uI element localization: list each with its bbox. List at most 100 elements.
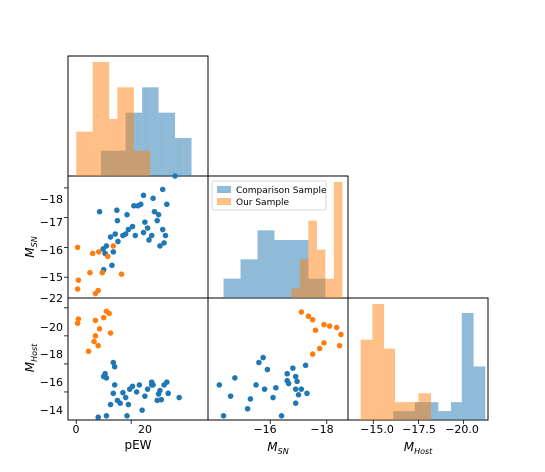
histogram-bar xyxy=(291,288,300,298)
scatter-point xyxy=(92,317,99,324)
scatter-point xyxy=(326,323,333,329)
scatter-point xyxy=(305,313,312,320)
histogram-bar xyxy=(240,259,258,298)
scatter-point xyxy=(333,324,340,331)
histogram-bar xyxy=(308,220,317,298)
scatter-point xyxy=(100,314,107,321)
scatter-point xyxy=(105,253,111,260)
histogram-bar xyxy=(360,339,373,420)
scatter-point xyxy=(309,351,316,357)
scatter-point xyxy=(132,232,139,239)
scatter-point xyxy=(146,237,152,243)
scatter-point xyxy=(216,382,223,388)
scatter-point xyxy=(285,380,292,387)
mhost-x-axis-label: MHost xyxy=(404,440,433,456)
scatter-point xyxy=(270,394,276,401)
scatter-point xyxy=(111,382,118,388)
pew-x-tick-label: 20 xyxy=(138,423,152,436)
scatter-point xyxy=(107,401,114,408)
scatter-point xyxy=(112,231,119,237)
scatter-point xyxy=(122,231,129,237)
msn-y-tick-label: −15 xyxy=(40,271,63,284)
scatter-point xyxy=(111,363,118,370)
histogram-bar xyxy=(450,402,462,420)
scatter-point xyxy=(110,390,117,397)
scatter-point xyxy=(150,195,156,202)
scatter-point xyxy=(95,342,101,349)
scatter-point xyxy=(92,333,99,339)
histogram-bar xyxy=(473,366,486,420)
scatter-point xyxy=(159,186,166,193)
scatter-point xyxy=(107,330,114,336)
scatter-point xyxy=(118,271,125,277)
scatter-point xyxy=(140,229,147,236)
scatter-point xyxy=(106,310,112,317)
scatter-point xyxy=(91,338,97,345)
scatter-point xyxy=(140,192,147,199)
legend-label-our: Our Sample xyxy=(236,198,290,208)
scatter-point xyxy=(312,327,319,334)
scatter-point xyxy=(148,379,155,385)
scatter-point xyxy=(131,202,137,209)
histogram-bar xyxy=(299,259,309,298)
pew-x-tick-label: 0 xyxy=(73,423,80,436)
scatter-point xyxy=(292,400,299,406)
scatter-point xyxy=(290,365,296,371)
scatter-point xyxy=(74,244,81,251)
scatter-point xyxy=(159,226,166,233)
x-tick-labels: 0 20 −16 −18 −15.0 −17.5 −20.0 xyxy=(73,423,479,436)
histogram-bar xyxy=(100,62,110,176)
histogram-bar xyxy=(427,402,439,420)
scatter-point xyxy=(110,249,117,255)
scatter-point xyxy=(298,309,305,315)
msn-x-tick-label: −18 xyxy=(310,423,333,436)
scatter-point xyxy=(295,391,302,398)
scatter-point xyxy=(155,211,162,218)
scatter-point xyxy=(137,201,144,208)
histogram-bar xyxy=(133,112,143,176)
mhost-y-axis-label: MHost xyxy=(23,343,39,372)
scatter-point xyxy=(172,173,178,179)
scatter-point xyxy=(117,400,123,406)
histogram-bar xyxy=(274,240,292,298)
scatter-point xyxy=(302,362,309,369)
mhost-x-tick-label: −20.0 xyxy=(445,423,479,436)
histogram-bar xyxy=(133,150,143,176)
msn-y-axis-label: MSN xyxy=(23,236,39,257)
histogram-bar xyxy=(384,348,395,420)
scatter-point xyxy=(115,238,121,245)
scatter-point xyxy=(294,378,300,385)
scatter-point xyxy=(161,240,167,246)
histogram-bar xyxy=(142,87,151,176)
scatter-point xyxy=(114,207,120,214)
scatter-point xyxy=(157,387,163,394)
scatter-point xyxy=(142,219,148,225)
scatter-point xyxy=(75,277,82,283)
mhost-y-ticks: −22 −20 −18 −16 −14 xyxy=(40,292,63,417)
scatter-point xyxy=(99,269,106,276)
pew-x-axis-label: pEW xyxy=(124,438,151,452)
scatter-point xyxy=(107,234,114,240)
mhost-y-tick-label: −18 xyxy=(40,348,63,361)
scatter-point xyxy=(232,375,238,381)
mhost-y-tick-label: −14 xyxy=(40,404,63,417)
histogram-bar xyxy=(150,87,159,176)
histogram-bar xyxy=(117,87,126,176)
scatter-point xyxy=(114,217,121,224)
scatter-point xyxy=(321,340,327,346)
histogram-bar xyxy=(109,119,118,176)
scatter-point xyxy=(89,250,96,257)
scatter-point xyxy=(124,211,130,218)
legend-swatch-our xyxy=(217,198,231,205)
scatter-point xyxy=(136,382,143,388)
scatter-point xyxy=(284,370,290,377)
scatter-point xyxy=(148,232,155,239)
scatter-point xyxy=(103,412,110,419)
scatter-point xyxy=(154,217,161,224)
scatter-point xyxy=(336,342,343,349)
chart-marks xyxy=(64,62,486,424)
mhost-x-tick-label: −17.5 xyxy=(402,423,436,436)
histogram-bar xyxy=(76,131,85,176)
scatter-point xyxy=(164,379,170,385)
scatter-point xyxy=(95,287,101,294)
